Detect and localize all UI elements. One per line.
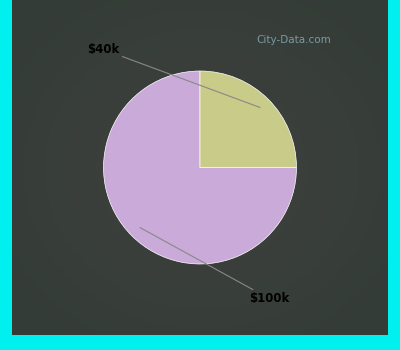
Text: Income distribution in Spring Hill, TN
(%): Income distribution in Spring Hill, TN (… [26,5,374,44]
Text: City-Data.com: City-Data.com [256,35,331,45]
Text: American Indian and Alaska Native residents: American Indian and Alaska Native reside… [60,73,340,86]
Text: $100k: $100k [140,228,290,305]
Text: $40k: $40k [87,43,260,107]
Wedge shape [104,71,296,264]
Wedge shape [200,71,296,168]
